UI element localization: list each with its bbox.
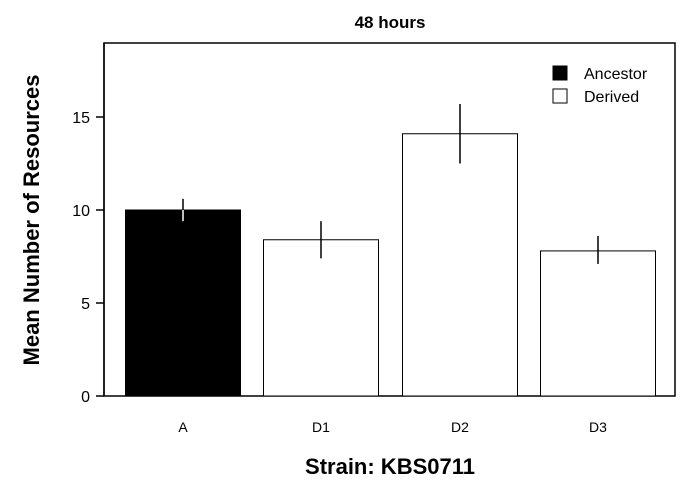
chart-title: 48 hours [355, 13, 426, 32]
x-tick-label-d2: D2 [451, 419, 469, 435]
bars-group [125, 103, 656, 397]
x-axis-title: Strain: KBS0711 [305, 454, 475, 479]
legend-label-ancestor: Ancestor [584, 66, 648, 83]
legend-swatch-ancestor [552, 65, 568, 81]
y-tick-label: 0 [81, 389, 90, 406]
y-tick-label: 10 [72, 203, 90, 220]
x-tick-label-d1: D1 [312, 419, 330, 435]
y-axis-title: Mean Number of Resources [19, 75, 44, 366]
bar-d1 [263, 239, 379, 397]
y-axis: 0 5 10 15 [72, 43, 105, 406]
y-tick-label: 15 [72, 110, 90, 127]
legend: Ancestor Derived [552, 65, 648, 106]
legend-label-derived: Derived [584, 89, 639, 106]
x-axis-labels: A D1 D2 D3 [178, 419, 607, 435]
y-tick-label: 5 [81, 296, 90, 313]
x-tick-label-d3: D3 [589, 419, 607, 435]
bar-a [125, 209, 241, 397]
legend-swatch-derived [552, 88, 568, 104]
bar-d2 [402, 133, 518, 397]
x-tick-label-a: A [178, 419, 188, 435]
bar-d3 [540, 250, 656, 397]
